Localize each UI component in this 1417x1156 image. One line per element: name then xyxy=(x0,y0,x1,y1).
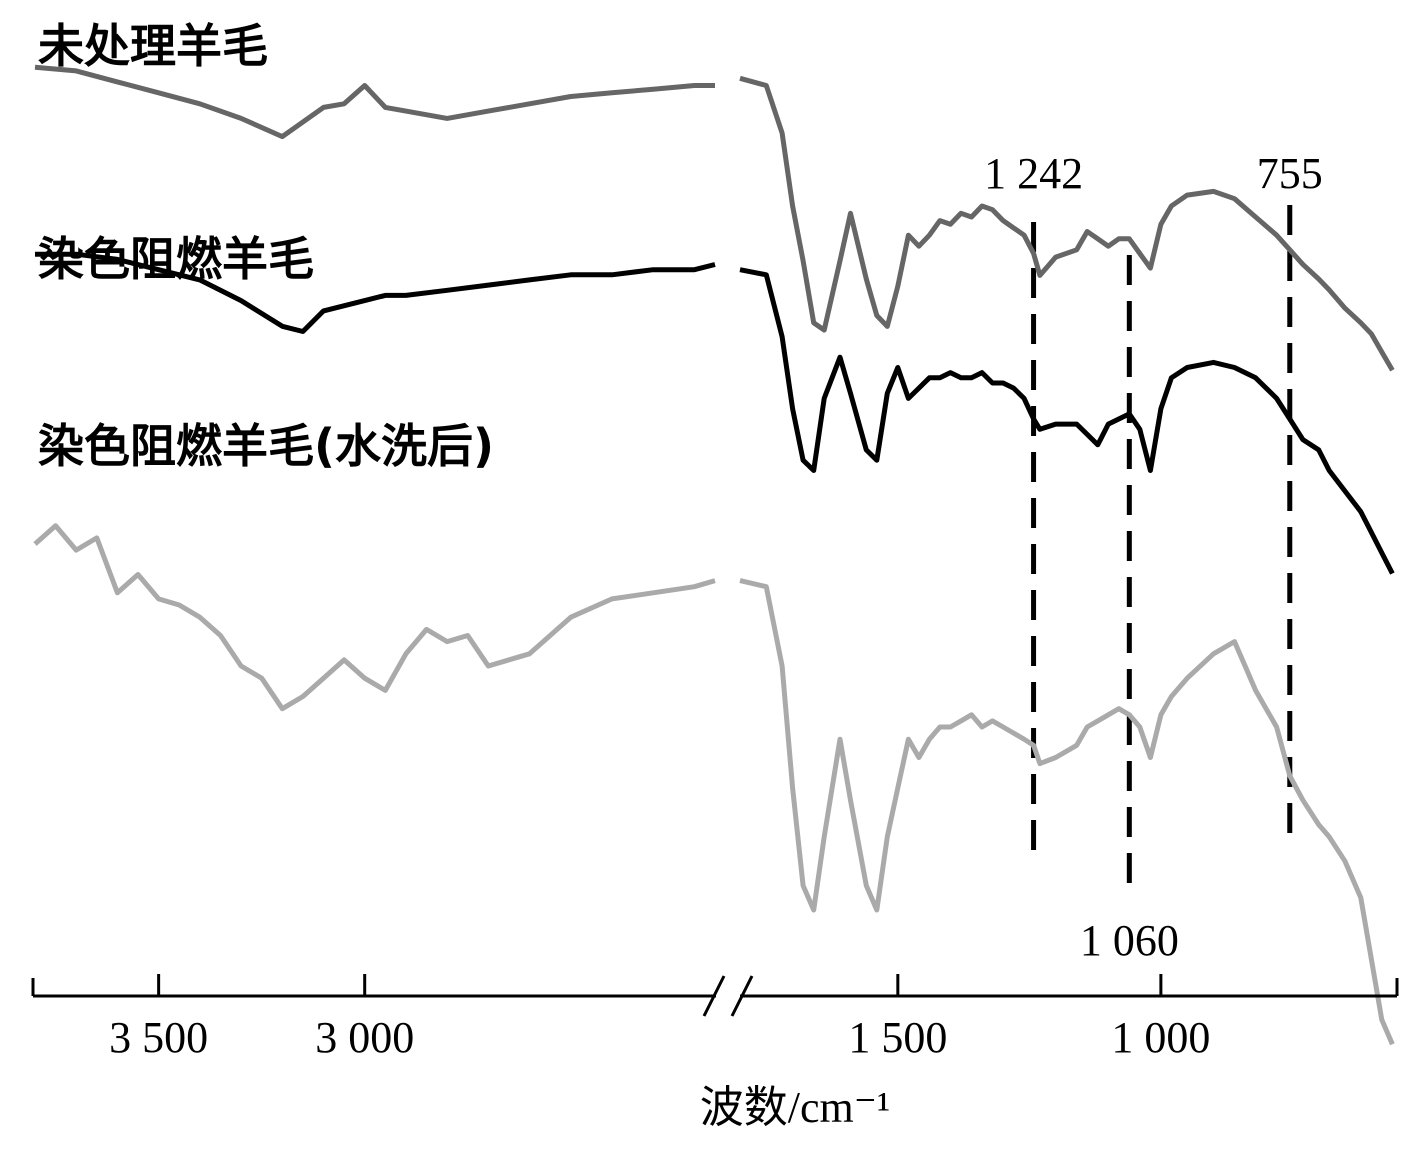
x-tick-label-1: 3 500 xyxy=(109,1013,208,1062)
axis-break-mark-1 xyxy=(702,975,726,1017)
series-line-1-low xyxy=(739,75,1395,372)
series-label-1: 未处理羊毛 xyxy=(38,19,268,73)
marker-label-1: 1 242 xyxy=(984,149,1083,198)
series-line-3-low xyxy=(739,578,1395,1046)
series-line-1-high xyxy=(34,64,715,140)
marker-lines: 1 242 1 060 755 xyxy=(984,149,1323,965)
series-line-2-low xyxy=(739,267,1395,575)
series-label-3: 染色阻燃羊毛(水洗后) xyxy=(38,419,494,473)
axis-break-mark-2 xyxy=(730,975,754,1017)
marker-label-3: 755 xyxy=(1257,149,1323,198)
series-line-2-high xyxy=(35,251,716,334)
x-tick-label-2: 3 000 xyxy=(315,1013,414,1062)
x-axis: 3 500 3 000 1 500 1 000 xyxy=(31,974,1399,1062)
marker-label-2: 1 060 xyxy=(1080,916,1179,965)
x-axis-title: 波数/cm⁻¹ xyxy=(700,1083,890,1132)
spectra-series xyxy=(33,64,1395,1046)
series-label-2: 染色阻燃羊毛 xyxy=(38,232,314,286)
series-line-3-high xyxy=(33,523,716,712)
x-tick-label-4: 1 000 xyxy=(1111,1013,1210,1062)
x-tick-label-3: 1 500 xyxy=(848,1013,947,1062)
